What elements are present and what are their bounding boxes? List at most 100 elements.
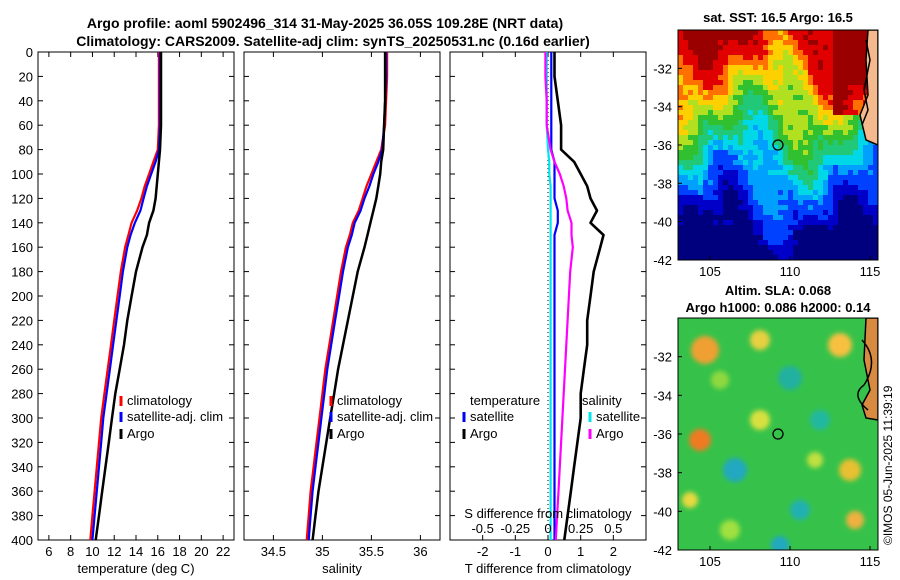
sst-cell [733, 160, 739, 166]
sst-cell [793, 215, 799, 221]
sst-cell [798, 50, 804, 56]
sst-cell [853, 135, 859, 141]
sst-cell [703, 245, 709, 251]
sst-cell [768, 160, 774, 166]
sst-cell [723, 165, 729, 171]
sst-cell [808, 110, 814, 116]
sst-cell [813, 225, 819, 231]
sst-cell [833, 105, 839, 111]
sst-cell [703, 225, 709, 231]
sst-cell [778, 220, 784, 226]
sst-cell [808, 160, 814, 166]
sst-cell [868, 230, 874, 236]
sst-cell [858, 50, 864, 56]
sst-cell [868, 150, 874, 156]
sst-cell [713, 85, 719, 91]
sst-cell [693, 190, 699, 196]
sst-cell [758, 95, 764, 101]
sst-cell [823, 50, 829, 56]
x-axis-label: temperature (deg C) [77, 561, 194, 576]
sst-cell [678, 35, 684, 41]
sst-cell [708, 95, 714, 101]
sst-cell [703, 190, 709, 196]
sst-cell [873, 165, 878, 171]
sst-cell [718, 235, 724, 241]
y-tick-label: 180 [11, 265, 33, 280]
sst-cell [768, 215, 774, 221]
sst-cell [708, 170, 714, 176]
sst-cell [718, 125, 724, 131]
sst-cell [703, 70, 709, 76]
sst-cell [748, 250, 754, 256]
sst-cell [823, 170, 829, 176]
s-tick-label: -0.25 [501, 521, 531, 536]
sst-cell [773, 165, 779, 171]
sst-cell [783, 245, 789, 251]
sst-cell [733, 135, 739, 141]
sst-cell [738, 210, 744, 216]
sst-cell [803, 225, 809, 231]
sst-cell [708, 245, 714, 251]
sst-cell [783, 30, 789, 36]
sst-cell [743, 210, 749, 216]
sst-cell [803, 170, 809, 176]
sst-cell [873, 195, 878, 201]
sst-cell [793, 110, 799, 116]
sst-cell [723, 30, 729, 36]
sst-cell [868, 170, 874, 176]
sst-cell [733, 140, 739, 146]
sst-cell [768, 195, 774, 201]
sst-cell [748, 210, 754, 216]
sst-cell [863, 165, 869, 171]
sst-cell [838, 110, 844, 116]
legend-satellite-label: satellite-adj. clim [337, 409, 433, 424]
sst-cell [718, 75, 724, 81]
sst-cell [803, 50, 809, 56]
sst-cell [733, 80, 739, 86]
sst-cell [678, 205, 684, 211]
sst-cell [838, 125, 844, 131]
sst-cell [853, 205, 859, 211]
sst-cell [848, 55, 854, 61]
sst-cell [868, 235, 874, 241]
sst-cell [723, 220, 729, 226]
sst-cell [793, 105, 799, 111]
sst-cell [858, 155, 864, 161]
sst-cell [848, 50, 854, 56]
sla-blob [810, 410, 830, 430]
sst-cell [778, 60, 784, 66]
sst-cell [788, 45, 794, 51]
sst-cell [778, 180, 784, 186]
legend-s-argo-label: Argo [596, 426, 623, 441]
sst-cell [743, 175, 749, 181]
sst-cell [688, 195, 694, 201]
sst-cell [753, 45, 759, 51]
sst-cell [863, 70, 869, 76]
sst-cell [763, 55, 769, 61]
sst-cell [703, 110, 709, 116]
sst-cell [778, 250, 784, 256]
sst-cell [763, 250, 769, 256]
sst-cell [693, 150, 699, 156]
sst-cell [793, 140, 799, 146]
sst-cell [708, 80, 714, 86]
sst-cell [838, 225, 844, 231]
sst-cell [738, 70, 744, 76]
sst-cell [813, 120, 819, 126]
sst-cell [783, 250, 789, 256]
sst-cell [853, 250, 859, 256]
sst-cell [788, 245, 794, 251]
sst-cell [798, 65, 804, 71]
sst-cell [683, 245, 689, 251]
sst-cell [678, 145, 684, 151]
sst-cell [753, 220, 759, 226]
sst-cell [833, 185, 839, 191]
sst-cell [763, 225, 769, 231]
sst-cell [793, 195, 799, 201]
x-tick-label: 105 [699, 554, 721, 569]
sst-cell [758, 135, 764, 141]
sst-cell [773, 185, 779, 191]
sst-cell [683, 110, 689, 116]
sst-cell [863, 40, 869, 46]
sst-cell [768, 165, 774, 171]
